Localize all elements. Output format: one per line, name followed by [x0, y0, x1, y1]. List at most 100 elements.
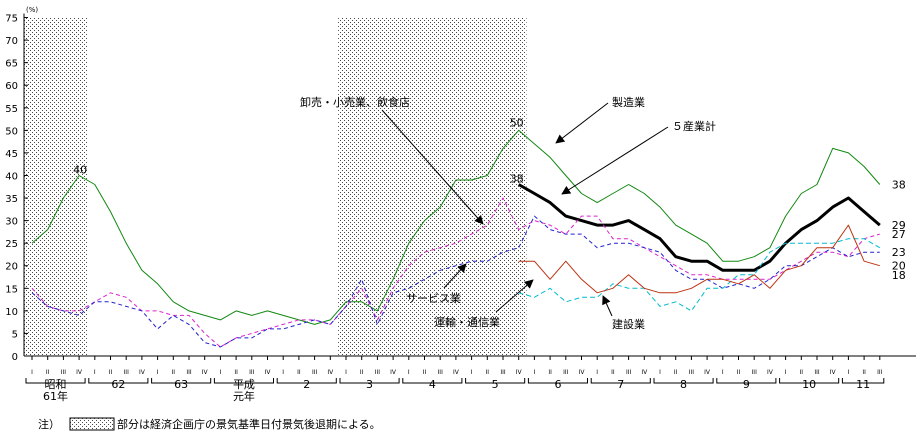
- y-tick-label: 25: [5, 239, 18, 250]
- end-value-label: 18: [892, 269, 906, 282]
- series-line: [31, 197, 880, 348]
- quarter-label: IV: [327, 369, 334, 376]
- end-value-label: 29: [892, 219, 906, 232]
- y-tick-label: 70: [5, 36, 18, 47]
- year-bracket: [402, 378, 463, 384]
- year-bracket: [88, 378, 149, 384]
- year-bracket: [590, 378, 651, 384]
- year-bracket: [527, 378, 588, 384]
- quarter-label: II: [862, 369, 866, 376]
- quarter-label: I: [345, 369, 347, 376]
- quarter-label: I: [471, 369, 473, 376]
- series-arrow: [381, 109, 484, 225]
- quarter-label: III: [375, 369, 381, 376]
- y-tick-label: 45: [5, 149, 18, 160]
- quarter-label: I: [220, 369, 222, 376]
- quarter-label: III: [61, 369, 67, 376]
- year-label: 平成: [233, 378, 255, 391]
- year-bracket: [339, 378, 400, 384]
- end-value-label: 23: [892, 246, 906, 259]
- series-label: 建設業: [612, 317, 645, 331]
- quarter-label: I: [408, 369, 410, 376]
- year-label: 4: [429, 378, 436, 391]
- y-tick-label: 20: [5, 262, 18, 273]
- series-arrow: [443, 263, 467, 289]
- quarter-label: IV: [453, 369, 460, 376]
- year-label: 2: [303, 378, 310, 391]
- quarter-label: II: [46, 369, 50, 376]
- quarter-label: I: [659, 369, 661, 376]
- quarter-label: III: [877, 369, 883, 376]
- y-tick-label: 75: [5, 14, 18, 25]
- year-label: 10: [802, 378, 816, 391]
- series-label: 卸売・小売業、飲食店: [300, 95, 410, 109]
- note-prefix: 注）: [38, 417, 60, 431]
- quarter-label: II: [548, 369, 552, 376]
- y-tick-label: 0: [12, 352, 18, 363]
- year-bracket: [151, 378, 212, 384]
- quarter-label: III: [689, 369, 695, 376]
- quarter-label: III: [626, 369, 632, 376]
- quarter-label: III: [500, 369, 506, 376]
- quarter-label: I: [282, 369, 284, 376]
- quarter-label: II: [611, 369, 615, 376]
- quarter-label: IV: [76, 369, 83, 376]
- data-label: 50: [510, 116, 524, 129]
- quarter-label: II: [737, 369, 741, 376]
- year-label: 3: [366, 378, 373, 391]
- quarter-label: I: [596, 369, 598, 376]
- series-arrow: [602, 295, 613, 317]
- year-bracket: [653, 378, 714, 384]
- year-label: 62: [111, 378, 125, 391]
- series-label: 運輸・通信業: [434, 315, 500, 329]
- year-label: 6: [554, 378, 561, 391]
- year-label-line2: 61年: [43, 389, 68, 403]
- series-label: 製造業: [612, 95, 645, 109]
- year-bracket: [716, 378, 777, 384]
- year-bracket: [213, 378, 274, 384]
- quarter-label: IV: [830, 369, 837, 376]
- quarter-label: III: [752, 369, 758, 376]
- quarter-label: II: [234, 369, 238, 376]
- year-label: 8: [680, 378, 687, 391]
- quarter-label: III: [249, 369, 255, 376]
- footnote: 注） 部分は経済企画庁の景気基準日付景気後退期による。: [38, 417, 381, 431]
- quarter-label: II: [800, 369, 804, 376]
- note-text: 部分は経済企画庁の景気基準日付景気後退期による。: [117, 417, 381, 431]
- year-label-line2: 元年: [233, 389, 255, 403]
- series-label: サービス業: [406, 292, 461, 305]
- quarter-label: II: [109, 369, 113, 376]
- y-tick-label: 65: [5, 59, 18, 70]
- year-bracket: [841, 378, 885, 384]
- quarter-label: II: [674, 369, 678, 376]
- series-arrow: [495, 279, 534, 313]
- y-tick-label: 30: [5, 217, 18, 228]
- quarter-label: III: [186, 369, 192, 376]
- quarter-label: IV: [704, 369, 711, 376]
- year-label: 63: [174, 378, 188, 391]
- recession-shading: [24, 17, 527, 357]
- quarter-label: III: [124, 369, 130, 376]
- quarter-label: II: [172, 369, 176, 376]
- y-axis-unit: (%): [26, 6, 38, 14]
- year-label: 5: [492, 378, 499, 391]
- data-label: 40: [73, 163, 87, 176]
- quarter-label: II: [297, 369, 301, 376]
- series-line: [517, 183, 881, 272]
- note-pattern-swatch: [69, 417, 115, 431]
- recession-period: [24, 17, 87, 357]
- series-line: [518, 224, 880, 294]
- year-bracket: [276, 378, 337, 384]
- series-arrow: [561, 126, 669, 195]
- year-label: 9: [743, 378, 750, 391]
- y-tick-label: 35: [5, 194, 18, 205]
- quarter-label: III: [563, 369, 569, 376]
- year-label: 昭和: [45, 378, 67, 391]
- year-bracket: [465, 378, 526, 384]
- y-tick-label: 55: [5, 104, 18, 115]
- year-bracket: [779, 378, 840, 384]
- y-tick-label: 40: [5, 171, 18, 182]
- quarter-label: II: [423, 369, 427, 376]
